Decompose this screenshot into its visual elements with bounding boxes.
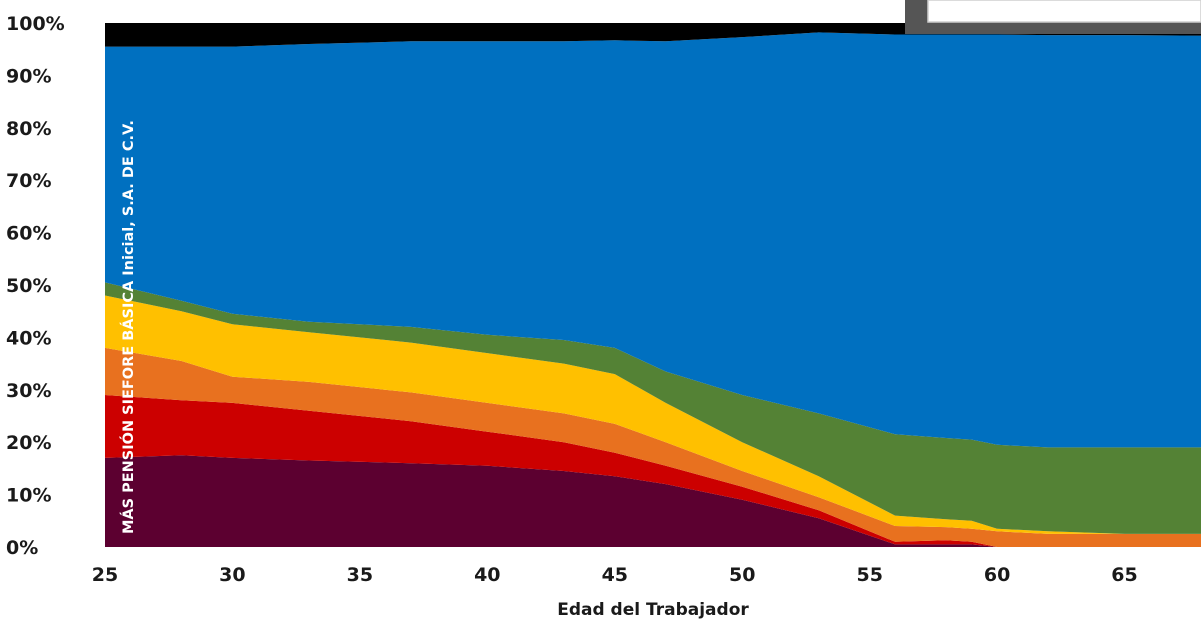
x-tick-label: 60 — [984, 564, 1010, 586]
y-tick-label: 70% — [6, 170, 51, 192]
area-series-4 — [105, 295, 1201, 534]
x-axis-title: Edad del Trabajador — [557, 600, 749, 620]
area-series-5 — [105, 282, 1201, 534]
y-tick-label: 90% — [6, 65, 51, 87]
y-tick-label: 30% — [6, 380, 51, 402]
fund-name-label: MÁS PENSIÓN SIEFORE BÁSICA Inicial, S.A.… — [119, 120, 137, 534]
area-series-6 — [105, 32, 1201, 448]
area-series-2 — [105, 395, 1201, 547]
x-tick-label: 40 — [474, 564, 500, 586]
x-tick-label: 35 — [347, 564, 373, 586]
area-series-1 — [105, 455, 1201, 547]
y-tick-label: 80% — [6, 118, 51, 140]
x-tick-label: 25 — [92, 564, 118, 586]
x-axis-tick-labels: 25 30 35 40 45 50 55 60 65 — [92, 564, 1138, 586]
y-tick-label: 50% — [6, 275, 51, 297]
top-right-frame — [905, 0, 1201, 34]
y-tick-label: 100% — [6, 13, 65, 35]
x-tick-label: 55 — [856, 564, 882, 586]
x-tick-label: 45 — [602, 564, 628, 586]
y-tick-label: 40% — [6, 327, 51, 349]
x-tick-label: 30 — [219, 564, 245, 586]
y-axis-tick-labels: 0% 10% 20% 30% 40% 50% 60% 70% 80% 90% 100% — [6, 13, 65, 559]
x-tick-label: 50 — [729, 564, 755, 586]
area-series-group — [105, 23, 1201, 547]
y-tick-label: 60% — [6, 223, 51, 245]
y-tick-label: 10% — [6, 485, 51, 507]
area-series-3 — [105, 347, 1201, 547]
y-tick-label: 0% — [6, 537, 38, 559]
y-tick-label: 20% — [6, 432, 51, 454]
x-tick-label: 65 — [1111, 564, 1137, 586]
